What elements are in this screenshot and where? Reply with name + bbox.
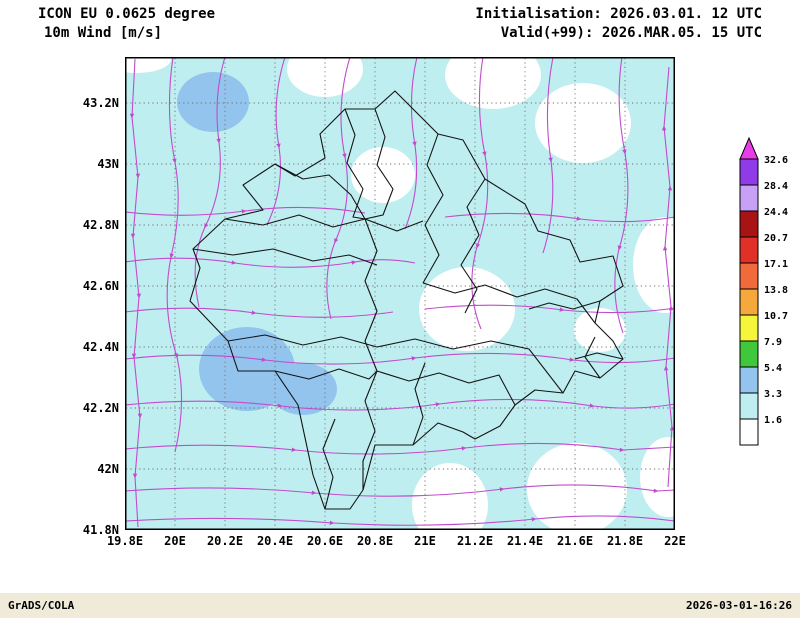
init-time: Initialisation: 2026.03.01. 12 UTC [475, 6, 762, 22]
lon-tick-label: 21.2E [456, 534, 494, 548]
lat-tick-label: 42N [97, 462, 119, 476]
colorbar-label: 1.6 [764, 415, 782, 426]
colorbar-segment [739, 236, 759, 264]
lat-tick-label: 42.2N [82, 401, 119, 415]
colorbar-segment [739, 366, 759, 394]
colorbar-segment [739, 288, 759, 316]
colorbar-label: 28.4 [764, 181, 788, 192]
colorbar-segment [739, 158, 759, 186]
colorbar-segment [739, 210, 759, 238]
country-outline [189, 90, 624, 510]
municipality-borders [192, 108, 624, 510]
colorbar-segment [739, 262, 759, 290]
lon-tick-label: 21E [414, 534, 436, 548]
lon-tick-label: 20.4E [256, 534, 294, 548]
lon-tick-label: 19.8E [106, 534, 144, 548]
lat-tick-label: 43.2N [82, 96, 119, 110]
lon-tick-label: 20.8E [356, 534, 394, 548]
colorbar-label: 13.8 [764, 285, 788, 296]
field-title: 10m Wind [m/s] [44, 25, 163, 41]
map-header-right: Initialisation: 2026.03.01. 12 UTC Valid… [475, 5, 762, 43]
colorbar-label: 20.7 [764, 233, 788, 244]
render-timestamp: 2026-03-01-16:26 [686, 599, 792, 612]
model-title: ICON EU 0.0625 degree [38, 6, 216, 22]
colorbar-label: 10.7 [764, 311, 788, 322]
lon-tick-label: 21.4E [506, 534, 544, 548]
lat-tick-label: 42.4N [82, 340, 119, 354]
lat-tick-label: 41.8N [82, 523, 119, 537]
colorbar-label: 7.9 [764, 337, 782, 348]
lat-tick-label: 43N [97, 157, 119, 171]
footer-bar: GrADS/COLA 2026-03-01-16:26 [0, 593, 800, 618]
colorbar-label: 17.1 [764, 259, 788, 270]
lon-tick-label: 21.6E [556, 534, 594, 548]
wind-shading-calm [125, 57, 675, 530]
lon-tick-label: 21.8E [606, 534, 644, 548]
lon-tick-label: 20.6E [306, 534, 344, 548]
colorbar-segment [739, 418, 759, 446]
colorbar-label: 3.3 [764, 389, 782, 400]
lat-tick-label: 42.8N [82, 218, 119, 232]
map-plot [125, 57, 675, 530]
lon-tick-label: 20E [164, 534, 186, 548]
colorbar-segment [739, 314, 759, 342]
plot-frame [125, 57, 675, 530]
colorbar-segment [739, 340, 759, 368]
wind-shading-strong [177, 72, 337, 415]
colorbar-label: 32.6 [764, 155, 788, 166]
valid-time: Valid(+99): 2026.MAR.05. 15 UTC [500, 25, 762, 41]
colorbar: 1.6 3.3 5.4 7.9 10.7 13.8 17.1 20.7 24.4 28.4 32.6 [739, 136, 788, 446]
colorbar-segment [739, 184, 759, 212]
colorbar-segment [739, 392, 759, 420]
lon-tick-label: 20.2E [206, 534, 244, 548]
grads-credit: GrADS/COLA [8, 599, 75, 612]
lon-tick-label: 22E [664, 534, 686, 548]
map-header-left: ICON EU 0.0625 degree 10m Wind [m/s] [38, 5, 215, 43]
admin-boundaries [189, 90, 624, 510]
lat-tick-label: 42.6N [82, 279, 119, 293]
colorbar-label: 24.4 [764, 207, 788, 218]
colorbar-label: 5.4 [764, 363, 782, 374]
colorbar-above-arrow [739, 136, 759, 160]
